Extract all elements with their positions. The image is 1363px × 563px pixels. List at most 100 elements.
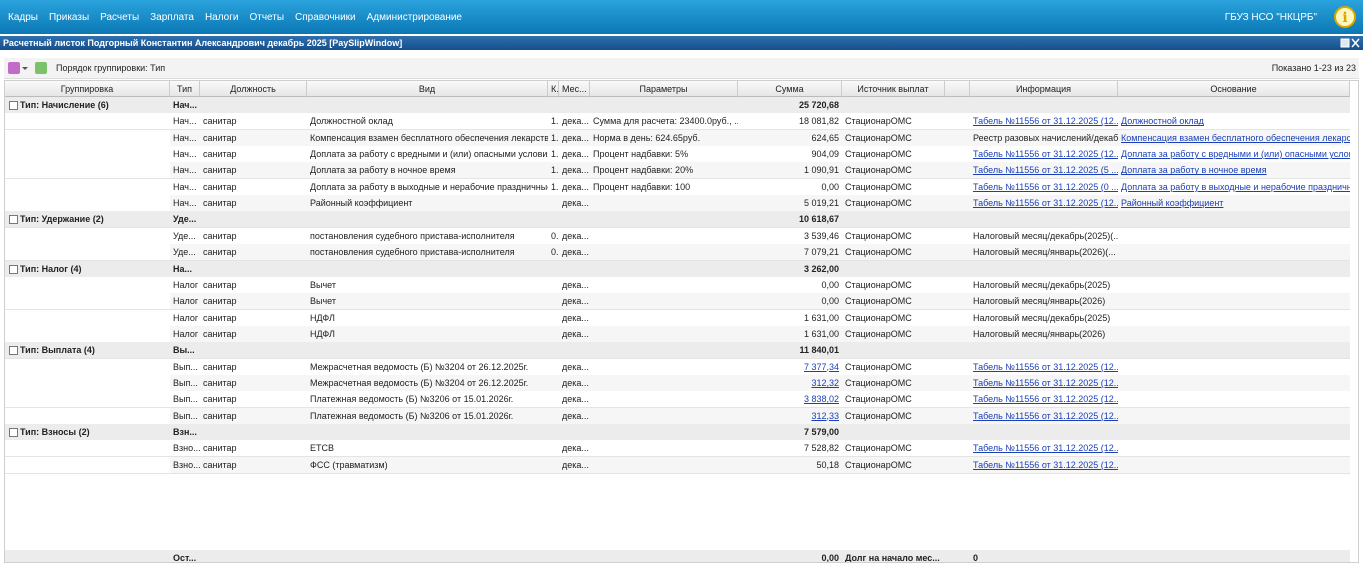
amount[interactable]: 312,32 [811, 377, 839, 388]
cell-text: санитар [203, 198, 237, 209]
amount: 0,00 [821, 553, 839, 563]
cell-text: Доплата за работу в выходные и нерабочие… [310, 181, 548, 192]
cell-text: Налоговый месяц/январь(2026) [973, 296, 1106, 307]
menu-item[interactable]: Справочники [295, 12, 356, 23]
row [5, 424, 1350, 441]
cell-text[interactable]: Табель №11556 от 31.12.2025 (12... [973, 377, 1118, 388]
cell-text[interactable]: Табель №11556 от 31.12.2025 (12... [973, 394, 1118, 405]
collapse-icon[interactable] [9, 215, 18, 225]
cell-text[interactable]: Доплата за работу в ночное время [1121, 165, 1267, 176]
window-controls[interactable] [1340, 38, 1360, 48]
cell-text[interactable]: Компенсация взамен бесплатного обеспечен… [1121, 132, 1350, 143]
info-icon[interactable]: i [1333, 5, 1357, 29]
cell-text: санитар [203, 296, 237, 307]
cell-text: Доплата за работу в ночное время [310, 165, 456, 176]
group-spacer [5, 325, 170, 342]
column-header: Основание [1118, 81, 1350, 97]
amount: 25 720,68 [798, 100, 839, 110]
cell-text: Долг на начало мес... [845, 553, 940, 563]
cell-text: Ост... [173, 553, 197, 563]
group-spacer [5, 309, 170, 326]
cell-text: санитар [203, 394, 237, 405]
menu-item[interactable]: Приказы [48, 12, 90, 23]
amount: 10 618,67 [798, 214, 839, 225]
cell-text: ЕТСВ [310, 443, 335, 454]
cell-text: дека... [562, 198, 589, 209]
cell-text: дека... [562, 312, 589, 323]
group-spacer [5, 407, 170, 424]
group-spacer [5, 456, 170, 473]
cell-text: Налоговый месяц/декабрь(2025) [973, 312, 1111, 323]
cell-text: дека... [562, 328, 589, 339]
collapse-icon[interactable] [9, 428, 18, 437]
menu-item[interactable]: Администрирование [366, 12, 462, 23]
cell-text: Налог [173, 328, 199, 339]
column-header: Мес... [559, 81, 590, 97]
cell-text: санитар [203, 328, 237, 339]
menu-item[interactable]: Отчеты [249, 12, 285, 23]
cell-text: санитар [203, 377, 237, 388]
menu-item[interactable]: Зарплата [150, 12, 194, 23]
amount[interactable]: 7 377,34 [803, 361, 839, 372]
cell-text[interactable]: Табель №11556 от 31.12.2025 (0 ... [973, 181, 1118, 192]
menu-item[interactable]: Налоги [204, 12, 239, 23]
cell-text: Сумма для расчета: 23400.0руб., ... [593, 116, 738, 127]
group-spacer [5, 391, 170, 408]
cell-text[interactable]: Должностной оклад [1121, 116, 1204, 127]
cell-text: Взно... [173, 443, 200, 454]
row [5, 550, 1350, 562]
menu-item[interactable]: Кадры [8, 12, 38, 23]
column-header: Вид [307, 81, 548, 97]
data-grid: Группировка Тип Должность Вид К. Мес... Параме… [4, 80, 1359, 563]
cell-text[interactable]: Табель №11556 от 31.12.2025 (12... [973, 149, 1118, 160]
cell-text: 1. [551, 149, 559, 160]
cell-text: Взн... [173, 427, 197, 437]
cell-text[interactable]: Районный коэффициент [1121, 198, 1224, 209]
cell-text: Доплата за работу с вредными и (или) опа… [310, 149, 548, 160]
cell-text: Нач... [173, 132, 197, 143]
cell-text: СтационарОМС [845, 165, 912, 176]
cell-text[interactable]: Доплата за работу в выходные и нерабочие… [1121, 181, 1350, 192]
cell-text[interactable]: Табель №11556 от 31.12.2025 (12... [973, 443, 1118, 454]
org-name[interactable]: ГБУЗ НСО "НКЦРБ" [1224, 12, 1317, 23]
cell-text: санитар [203, 247, 237, 258]
column-header [945, 81, 970, 97]
cell-text: Уде... [173, 230, 196, 241]
cell-text: Вып... [173, 377, 198, 388]
cell-text[interactable]: Табель №11556 от 31.12.2025 (12... [973, 410, 1118, 421]
group-spacer [5, 162, 170, 179]
collapse-icon[interactable] [9, 264, 18, 274]
menu-item[interactable]: Расчеты [100, 12, 140, 23]
cell-text[interactable]: Табель №11556 от 31.12.2025 (12... [973, 116, 1118, 127]
collapse-icon[interactable] [9, 346, 18, 356]
cell-text[interactable]: Табель №11556 от 31.12.2025 (12... [973, 198, 1118, 209]
cell-text[interactable]: Табель №11556 от 31.12.2025 (12... [973, 361, 1118, 372]
column-header: К. [548, 81, 559, 97]
cell-text: Налоговый месяц/январь(2026) [973, 328, 1106, 339]
cell-text: НДФЛ [310, 328, 335, 339]
cell-text: Платежная ведомость (Б) №3206 от 15.01.2… [310, 394, 514, 405]
cell-text[interactable]: Табель №11556 от 31.12.2025 (5 ... [973, 165, 1118, 176]
cell-text: санитар [203, 361, 237, 372]
cell-text[interactable]: Табель №11556 от 31.12.2025 (12... [973, 459, 1118, 470]
cell-text: СтационарОМС [845, 296, 912, 307]
collapse-icon[interactable] [9, 101, 18, 110]
group-spacer [5, 244, 170, 261]
toolbar-icons[interactable] [7, 61, 51, 75]
amount[interactable]: 3 838,02 [803, 394, 839, 405]
cell-text: Уде... [173, 247, 196, 258]
amount[interactable]: 312,33 [811, 410, 839, 421]
cell-text: НДФЛ [310, 312, 335, 323]
cell-text[interactable]: Доплата за работу с вредными и (или) опа… [1121, 149, 1350, 160]
cell-text: санитар [203, 132, 237, 143]
cell-text: 0 [973, 553, 979, 563]
cell-text: дека... [562, 279, 589, 290]
group-spacer [5, 358, 170, 375]
cell-text: Уде... [173, 214, 197, 225]
cell-text: санитар [203, 116, 237, 127]
cell-text: На... [173, 263, 193, 274]
cell-text: СтационарОМС [845, 132, 912, 143]
cell-text: Налоговый месяц/декабрь(2025)(... [973, 230, 1118, 241]
amount: 1 631,00 [803, 312, 839, 323]
